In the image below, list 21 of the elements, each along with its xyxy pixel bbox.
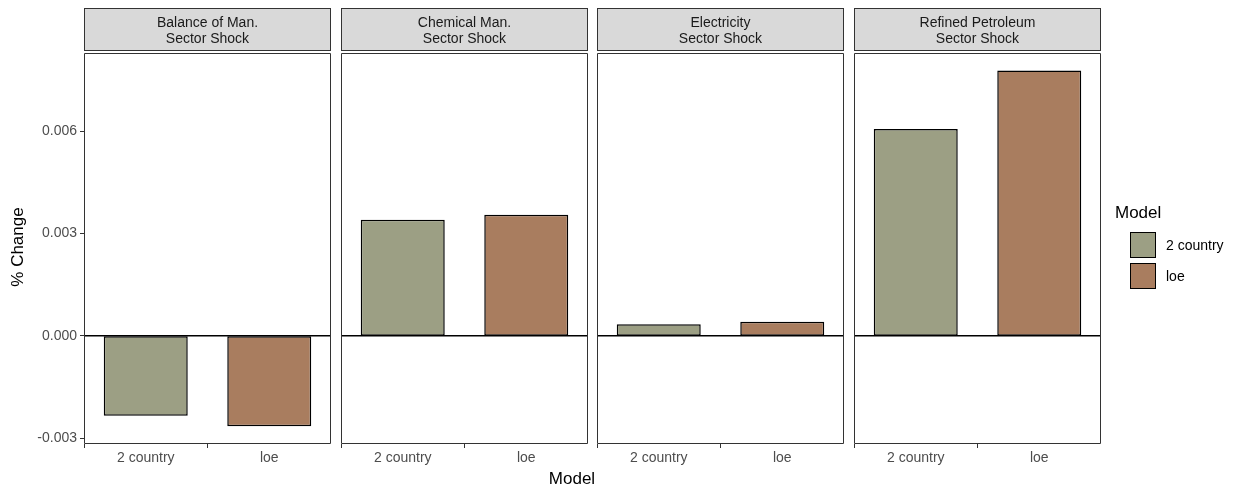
chart-title: Electricity Sector Shock bbox=[597, 8, 844, 51]
y-tick-label: 0.000 bbox=[41, 326, 78, 343]
x-tick-label: 2 country bbox=[373, 449, 432, 466]
legend-title: Model bbox=[1115, 203, 1163, 223]
y-tick-label: 0.006 bbox=[41, 121, 78, 138]
x-tick-label: loe bbox=[516, 449, 536, 466]
legend-label: loe bbox=[1166, 267, 1185, 284]
y-tick-label: 0.003 bbox=[41, 224, 78, 241]
x-tick-label: 2 country bbox=[116, 449, 175, 466]
x-tick-label: loe bbox=[1029, 449, 1049, 466]
x-tick-label: 2 country bbox=[629, 449, 688, 466]
chart-title: Chemical Man. Sector Shock bbox=[341, 8, 588, 51]
chart-title: Refined Petroleum Sector Shock bbox=[854, 8, 1101, 51]
chart-title: Balance of Man. Sector Shock bbox=[84, 8, 331, 51]
x-axis-title: Model bbox=[548, 469, 596, 489]
x-tick-label: 2 country bbox=[886, 449, 945, 466]
legend-label: 2 country bbox=[1166, 236, 1224, 253]
x-tick-label: loe bbox=[259, 449, 279, 466]
y-tick-label: -0.003 bbox=[37, 429, 78, 446]
y-axis-title: % Change bbox=[8, 207, 28, 287]
x-tick-label: loe bbox=[772, 449, 792, 466]
